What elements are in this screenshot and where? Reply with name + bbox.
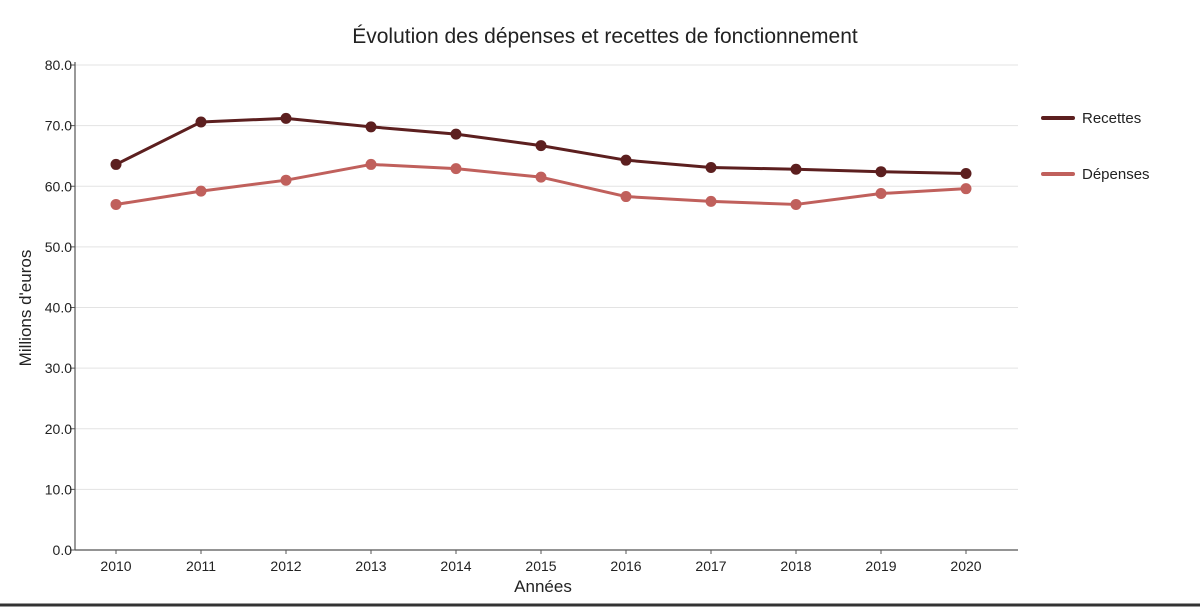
y-tick-label: 20.0 — [45, 421, 72, 437]
y-tick-label: 30.0 — [45, 360, 72, 376]
legend-label: Recettes — [1082, 110, 1141, 127]
series-1 — [110, 158, 972, 210]
x-tick-label: 2010 — [100, 558, 131, 574]
data-point[interactable] — [365, 158, 377, 170]
y-tick-label: 0.0 — [53, 542, 73, 558]
data-point[interactable] — [705, 195, 717, 207]
y-axis-title: Millions d'euros — [16, 250, 35, 367]
axes: 0.0 10.0 20.0 30.0 40.0 50.0 60.0 70.0 80.0 2010 2… — [45, 57, 1018, 574]
data-point[interactable] — [960, 168, 972, 180]
data-point[interactable] — [110, 158, 122, 170]
x-tick-label: 2013 — [355, 558, 386, 574]
x-tick-label: 2015 — [525, 558, 556, 574]
data-point[interactable] — [620, 191, 632, 203]
data-point[interactable] — [705, 161, 717, 173]
x-tick-label: 2019 — [865, 558, 896, 574]
data-series — [110, 112, 972, 210]
data-point[interactable] — [110, 198, 122, 210]
x-tick-label: 2017 — [695, 558, 726, 574]
data-point[interactable] — [790, 163, 802, 175]
data-point[interactable] — [535, 171, 547, 183]
data-point[interactable] — [365, 121, 377, 133]
y-tick-label: 70.0 — [45, 118, 72, 134]
x-tick-label: 2016 — [610, 558, 641, 574]
y-tick-label: 80.0 — [45, 57, 72, 73]
y-tick-label: 10.0 — [45, 481, 72, 497]
data-point[interactable] — [280, 112, 292, 124]
data-point[interactable] — [620, 154, 632, 166]
x-tick-label: 2012 — [270, 558, 301, 574]
x-tick-label: 2020 — [950, 558, 981, 574]
x-tick-label: 2014 — [440, 558, 471, 574]
x-tick-label: 2018 — [780, 558, 811, 574]
x-tick-label: 2011 — [186, 558, 216, 574]
data-point[interactable] — [450, 128, 462, 140]
legend-item[interactable]: Dépenses — [1041, 166, 1150, 183]
grid-lines — [75, 64, 1018, 490]
data-point[interactable] — [195, 116, 207, 128]
legend: Recettes Dépenses — [1041, 110, 1150, 183]
chart-title: Évolution des dépenses et recettes de fo… — [352, 25, 858, 48]
data-point[interactable] — [790, 198, 802, 210]
data-point[interactable] — [280, 174, 292, 186]
y-tick-label: 40.0 — [45, 300, 72, 316]
series-0 — [110, 112, 972, 180]
data-point[interactable] — [960, 183, 972, 195]
data-point[interactable] — [875, 188, 887, 200]
x-axis-title: Années — [514, 577, 572, 596]
legend-item[interactable]: Recettes — [1041, 110, 1141, 127]
y-tick-label: 60.0 — [45, 178, 72, 194]
data-point[interactable] — [535, 140, 547, 152]
y-tick-label: 50.0 — [45, 239, 72, 255]
data-point[interactable] — [450, 163, 462, 175]
data-point[interactable] — [875, 166, 887, 178]
data-point[interactable] — [195, 185, 207, 197]
legend-label: Dépenses — [1082, 166, 1150, 183]
